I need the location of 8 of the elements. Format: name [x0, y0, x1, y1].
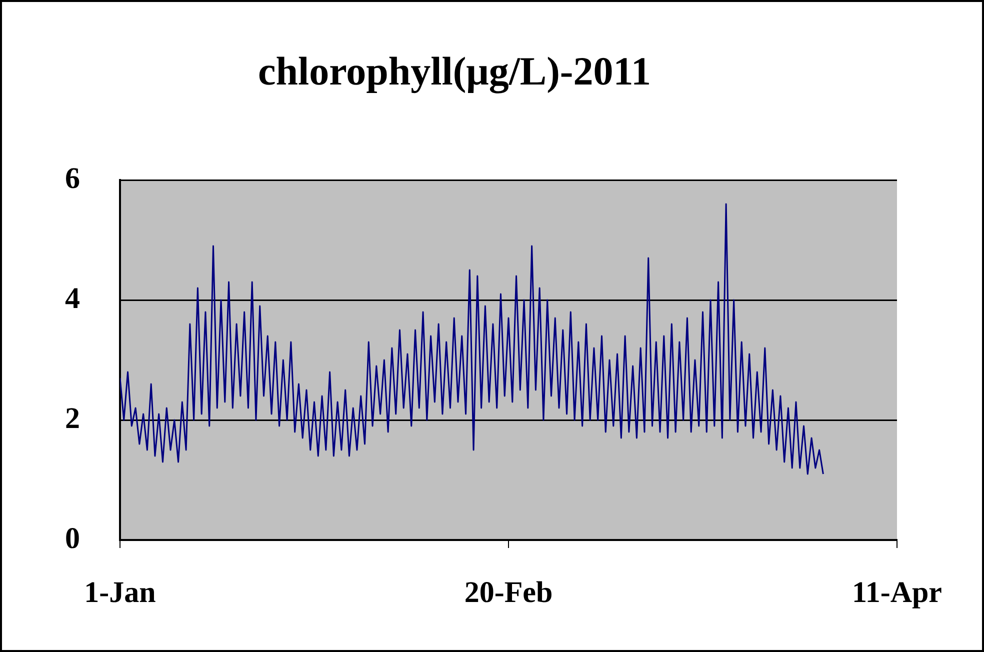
y-tick-label: 2	[65, 402, 80, 435]
y-tick-label: 6	[65, 162, 80, 195]
y-tick-label: 4	[65, 282, 80, 315]
x-tick-label: 11-Apr	[852, 576, 942, 609]
x-tick-label: 20-Feb	[464, 576, 553, 609]
y-tick-label: 0	[65, 522, 80, 555]
chart-title: chlorophyll(μg/L)-2011	[258, 48, 652, 94]
x-tick-label: 1-Jan	[84, 576, 156, 609]
